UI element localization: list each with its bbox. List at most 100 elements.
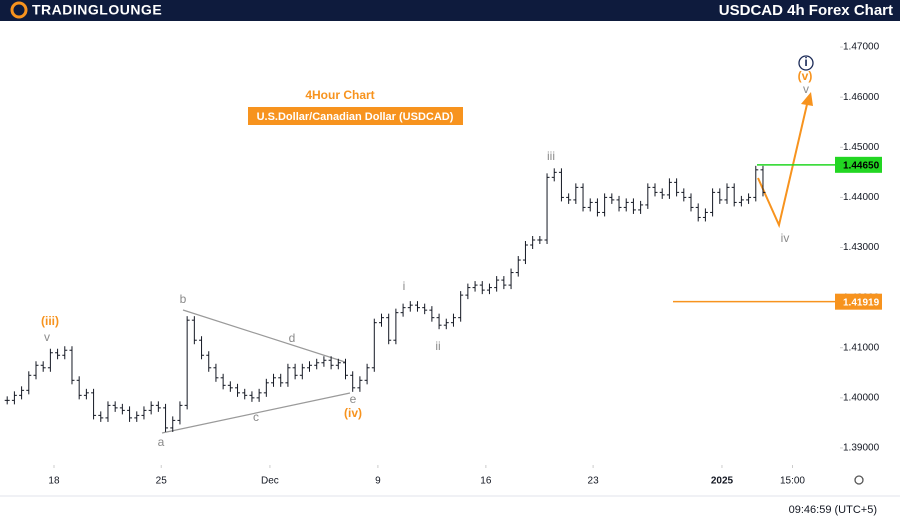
price-bar [213, 363, 219, 382]
price-bar [738, 195, 744, 207]
price-bar [472, 281, 478, 292]
price-bar [19, 386, 25, 400]
price-bar [55, 348, 61, 360]
price-bar [134, 411, 140, 422]
price-bar [307, 361, 313, 372]
price-bar [386, 313, 392, 345]
price-bar [343, 358, 349, 380]
y-tick-label: 1.43000 [843, 242, 880, 253]
y-tick-label: 1.45000 [843, 142, 880, 153]
price-bar [263, 378, 269, 397]
price-bar [112, 401, 118, 412]
price-bar [645, 183, 651, 209]
wave-label: c [253, 410, 259, 424]
price-bar [242, 388, 248, 400]
price-bar [450, 313, 456, 327]
instrument: U.S.Dollar/Canadian Dollar (USDCAD) [257, 111, 454, 123]
price-bar [11, 391, 17, 405]
price-bar [724, 183, 730, 204]
price-bar [378, 313, 384, 327]
y-tick-label: 1.47000 [843, 42, 880, 53]
price-bar [630, 198, 636, 214]
price-bar [357, 376, 363, 392]
x-tick-label: 25 [156, 476, 168, 487]
price-bar [191, 316, 197, 345]
price-bar [544, 173, 550, 245]
price-bar [83, 388, 89, 400]
price-bar [47, 348, 53, 372]
x-tick-label: 15:00 [780, 476, 805, 487]
price-bar [666, 178, 672, 199]
price-bar [436, 313, 442, 330]
wave-circle [798, 55, 814, 71]
wave-label: i [403, 279, 406, 293]
price-bar [26, 371, 32, 395]
price-bar [609, 193, 615, 204]
price-bar [393, 308, 399, 345]
price-bar [227, 381, 233, 392]
price-bar [40, 361, 46, 372]
price-bar [573, 183, 579, 204]
triangle-upper [182, 309, 346, 363]
timestamp: 09:46:59 (UTC+5) [789, 504, 877, 516]
price-bar [91, 388, 97, 420]
header-bar [0, 0, 900, 21]
price-bar [371, 318, 377, 372]
price-bar [256, 388, 262, 402]
price-bar [422, 303, 428, 315]
price-bar [170, 416, 176, 432]
y-tick-label: 1.40000 [843, 392, 880, 403]
price-bar [321, 356, 327, 367]
price-bar [141, 406, 147, 420]
x-tick-label: 9 [375, 476, 381, 487]
price-bar [206, 351, 212, 372]
level-label: 1.44650 [843, 160, 880, 171]
x-tick-label: Dec [261, 476, 279, 487]
price-bar [688, 193, 694, 212]
price-bar [760, 165, 766, 197]
price-bar [486, 283, 492, 295]
price-bar [753, 165, 759, 202]
y-tick-label: 1.41000 [843, 342, 880, 353]
price-bar [177, 401, 183, 425]
price-bar [530, 235, 536, 250]
projection-arrow [801, 92, 813, 106]
price-bar [184, 316, 190, 410]
x-tick-label: 16 [480, 476, 492, 487]
projection [757, 99, 809, 229]
wave-label: (iii) [41, 314, 59, 328]
price-bar [465, 283, 471, 300]
price-bar [501, 276, 507, 290]
price-bar [674, 178, 680, 197]
price-bar [746, 193, 752, 204]
price-bar [558, 168, 564, 202]
price-bar [695, 203, 701, 222]
settings-icon [854, 475, 864, 485]
wave-label: ii [435, 339, 440, 353]
price-bar [62, 346, 68, 360]
brand: TRADINGLOUNGE [32, 2, 162, 18]
instrument-box [248, 107, 463, 125]
price-bar [551, 168, 557, 182]
price-bar [429, 306, 435, 322]
x-tick-label: 23 [588, 476, 600, 487]
level-box [835, 293, 882, 310]
triangle-lower [161, 392, 351, 434]
wave-label: (iv) [344, 406, 362, 420]
price-bar [659, 188, 665, 199]
price-bar [127, 406, 133, 422]
price-bar [443, 318, 449, 330]
wave-label: iv [781, 231, 790, 245]
price-bar [717, 188, 723, 204]
price-bar [681, 188, 687, 202]
y-tick-label: 1.39000 [843, 443, 880, 454]
price-bar [350, 371, 356, 392]
price-bar [594, 198, 600, 217]
price-bar [220, 373, 226, 390]
price-bar [652, 183, 658, 197]
price-bar [537, 235, 543, 245]
price-bar [98, 411, 104, 422]
price-bar [623, 198, 629, 212]
price-bar [616, 195, 622, 212]
